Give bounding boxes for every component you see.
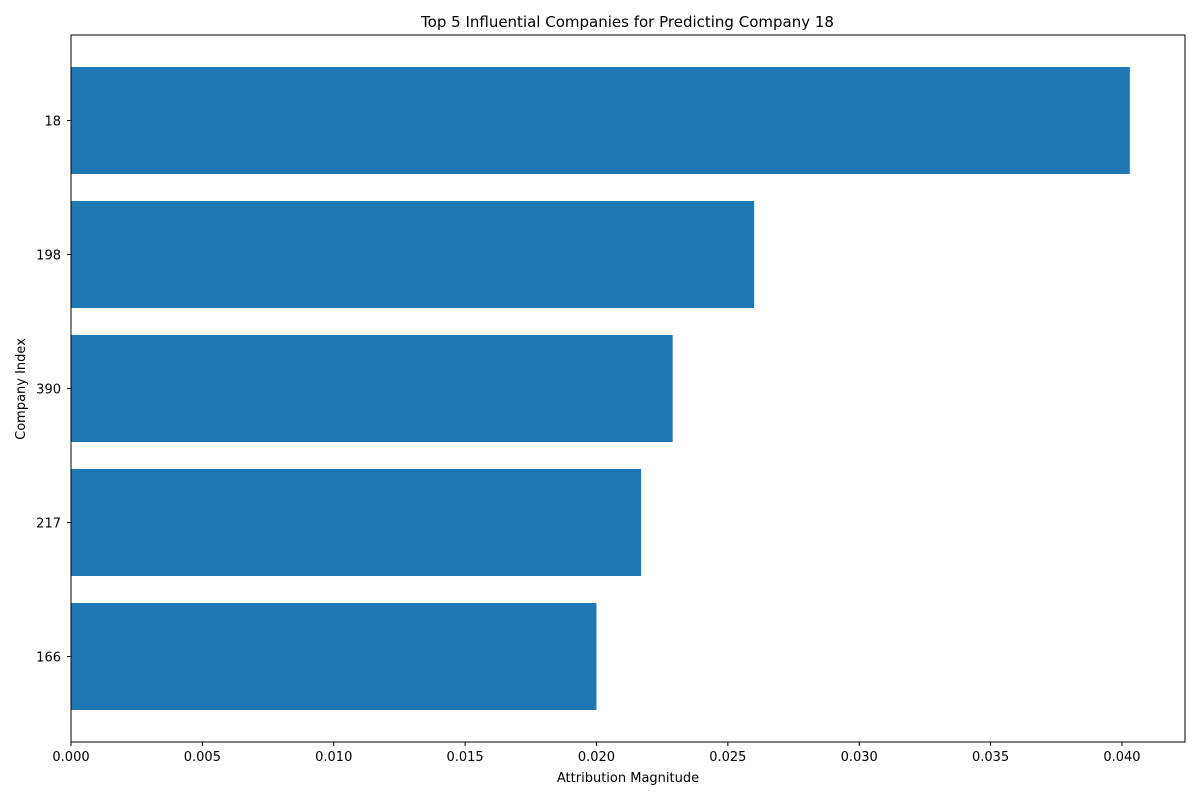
bars-group xyxy=(71,67,1130,710)
bar-198 xyxy=(71,201,755,308)
y-tick-label: 390 xyxy=(36,383,61,398)
x-tick-label: 0.010 xyxy=(315,750,352,765)
x-tick-label: 0.015 xyxy=(446,750,483,765)
x-tick-label: 0.020 xyxy=(578,750,615,765)
x-axis-ticks: 0.000 0.005 0.010 0.015 0.020 0.025 0.030 0.035… xyxy=(52,742,1141,765)
y-axis-label: Company Index xyxy=(14,338,29,440)
bar-390 xyxy=(71,335,673,442)
x-tick-label: 0.005 xyxy=(184,750,221,765)
bar-217 xyxy=(71,469,642,576)
x-axis-label: Attribution Magnitude xyxy=(557,771,699,786)
y-tick-label: 18 xyxy=(44,115,61,130)
y-tick-label: 217 xyxy=(36,517,61,532)
plot-frame xyxy=(70,34,1186,743)
x-tick-label: 0.025 xyxy=(709,750,746,765)
bar-166 xyxy=(71,603,597,710)
y-axis-ticks: 18 198 390 217 166 xyxy=(36,115,71,666)
chart-title: Top 5 Influential Companies for Predicti… xyxy=(420,13,834,31)
y-tick-label: 198 xyxy=(36,249,61,264)
x-tick-label: 0.040 xyxy=(1103,750,1140,765)
x-tick-label: 0.035 xyxy=(972,750,1009,765)
y-tick-label: 166 xyxy=(36,651,61,666)
x-tick-label: 0.000 xyxy=(52,750,89,765)
bar-18 xyxy=(71,67,1130,174)
x-tick-label: 0.030 xyxy=(841,750,878,765)
